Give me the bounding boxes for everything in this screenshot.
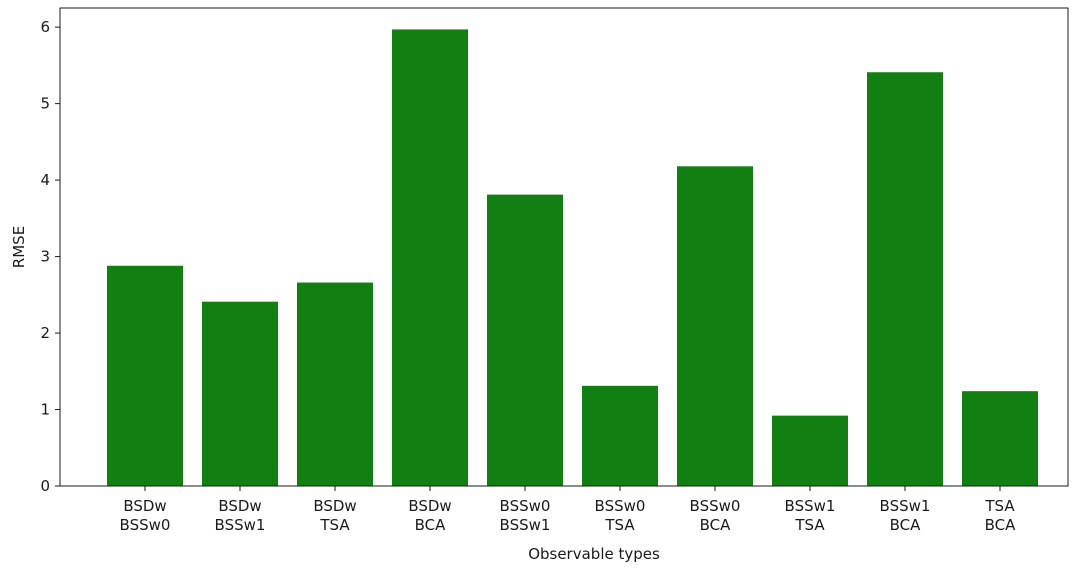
- y-tick-label-0: 0: [40, 477, 50, 495]
- bar-2: [297, 282, 373, 486]
- bar-8: [867, 72, 943, 487]
- x-tick-label-9-line-1: BCA: [985, 516, 1017, 534]
- y-tick-label-5: 5: [40, 95, 50, 113]
- y-axis-label: RMSE: [10, 226, 28, 268]
- x-tick-label-6-line-0: BSSw0: [690, 497, 741, 515]
- x-tick-label-8-line-0: BSSw1: [880, 497, 931, 515]
- x-tick-label-0-line-0: BSDw: [123, 497, 166, 515]
- x-tick-label-0-line-1: BSSw0: [120, 516, 171, 534]
- x-tick-label-1-line-0: BSDw: [218, 497, 261, 515]
- x-tick-label-1-line-1: BSSw1: [215, 516, 266, 534]
- x-tick-label-8-line-1: BCA: [890, 516, 922, 534]
- x-tick-label-7-line-0: BSSw1: [785, 497, 836, 515]
- bar-5: [582, 385, 658, 486]
- x-tick-label-6-line-1: BCA: [700, 516, 732, 534]
- y-axis: 0 1 2 3 4 5 6: [40, 18, 60, 495]
- y-tick-label-3: 3: [40, 248, 50, 266]
- bar-4: [487, 194, 563, 486]
- x-tick-label-3-line-0: BSDw: [408, 497, 451, 515]
- bars-group: [107, 29, 1038, 487]
- plot-frame: [59, 7, 1069, 487]
- y-tick-label-2: 2: [40, 324, 50, 342]
- bar-0: [107, 265, 183, 486]
- x-tick-label-7-line-1: TSA: [794, 516, 825, 534]
- bar-1: [202, 301, 278, 486]
- x-tick-label-5-line-0: BSSw0: [595, 497, 646, 515]
- x-tick-label-9-line-0: TSA: [984, 497, 1015, 515]
- x-tick-label-5-line-1: TSA: [604, 516, 635, 534]
- x-axis-label: Observable types: [528, 545, 660, 563]
- x-tick-label-2-line-0: BSDw: [313, 497, 356, 515]
- y-tick-label-4: 4: [40, 171, 50, 189]
- y-tick-label-1: 1: [40, 401, 50, 419]
- x-tick-label-4-line-1: BSSw1: [500, 516, 551, 534]
- bar-7: [772, 415, 848, 486]
- bar-9: [962, 391, 1038, 486]
- y-tick-label-6: 6: [40, 18, 50, 36]
- bar-6: [677, 166, 753, 486]
- x-tick-label-2-line-1: TSA: [319, 516, 350, 534]
- x-tick-label-4-line-0: BSSw0: [500, 497, 551, 515]
- x-tick-label-3-line-1: BCA: [415, 516, 447, 534]
- bar-3: [392, 29, 468, 487]
- x-axis: BSDwBSSw0BSDwBSSw1BSDwTSABSDwBCABSSw0BSS…: [120, 486, 1017, 534]
